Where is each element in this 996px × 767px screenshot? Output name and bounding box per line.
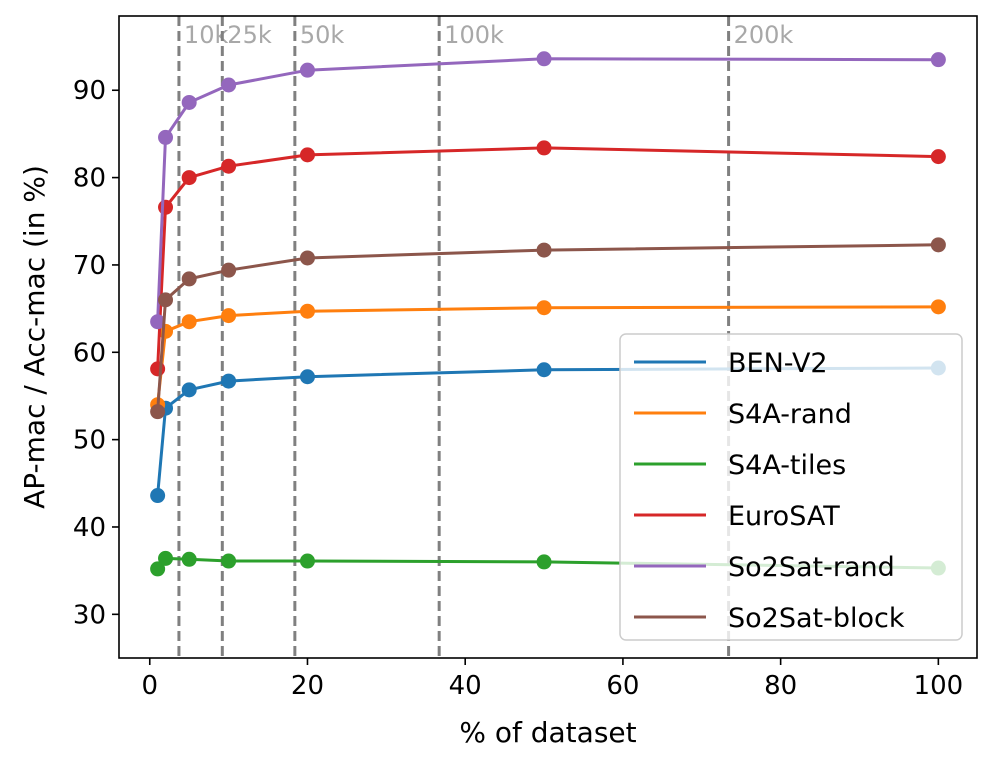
data-point-eurosat: [221, 158, 237, 174]
data-point-s4a-rand: [221, 308, 237, 324]
x-tick-label: 20: [291, 671, 324, 701]
x-tick-label: 0: [141, 671, 158, 701]
data-point-s4a-tiles: [181, 551, 197, 567]
data-point-so2sat-block: [150, 404, 166, 420]
y-tick-label: 30: [73, 600, 106, 630]
series-s4a-tiles: [150, 550, 946, 577]
x-tick-label: 100: [914, 671, 964, 701]
legend-label-s4a-tiles: S4A-tiles: [728, 450, 846, 481]
data-point-so2sat-rand: [930, 52, 946, 68]
data-point-so2sat-rand: [536, 51, 552, 67]
y-tick-label: 60: [73, 338, 106, 368]
legend-box: [619, 333, 963, 641]
plot-frame: [118, 15, 978, 659]
legend-label-eurosat: EuroSAT: [728, 501, 840, 532]
series-layer: [150, 51, 946, 577]
data-point-ben-v2: [221, 373, 237, 389]
data-point-s4a-rand: [299, 303, 315, 319]
data-point-s4a-rand: [536, 300, 552, 316]
data-point-eurosat: [181, 170, 197, 186]
data-point-eurosat: [299, 147, 315, 163]
x-tick-label: 80: [764, 671, 797, 701]
data-point-eurosat: [158, 199, 174, 215]
data-point-s4a-tiles: [221, 553, 237, 569]
y-tick-label: 90: [73, 76, 106, 106]
data-point-so2sat-rand: [150, 314, 166, 330]
legend-label-so2sat-rand: So2Sat-rand: [728, 552, 895, 583]
legend-label-ben-v2: BEN-V2: [728, 348, 828, 379]
data-point-so2sat-rand: [299, 62, 315, 78]
x-tick-label: 40: [449, 671, 482, 701]
data-point-ben-v2: [181, 382, 197, 398]
series-so2sat-block: [150, 237, 946, 420]
data-point-so2sat-block: [221, 262, 237, 278]
legend-label-s4a-rand: S4A-rand: [728, 399, 852, 430]
data-point-so2sat-rand: [158, 129, 174, 145]
y-tick-label: 40: [73, 513, 106, 543]
y-axis-label: AP-mac / Acc-mac (in %): [18, 165, 51, 509]
vertical-line-label-200k: 200k: [734, 21, 794, 49]
data-point-s4a-tiles: [158, 550, 174, 566]
data-point-s4a-tiles: [150, 561, 166, 577]
data-point-ben-v2: [536, 362, 552, 378]
data-point-ben-v2: [150, 488, 166, 504]
data-point-s4a-rand: [181, 314, 197, 330]
legend: BEN-V2 S4A-rand S4A-tiles EuroSAT So2Sat-ran…: [619, 333, 963, 641]
y-tick-label: 70: [73, 251, 106, 281]
x-axis-label: % of dataset: [459, 716, 636, 749]
vertical-line-label-25k: 25k: [227, 21, 272, 49]
data-point-eurosat: [150, 361, 166, 377]
data-point-s4a-tiles: [536, 554, 552, 570]
y-tick-label: 80: [73, 164, 106, 194]
data-point-eurosat: [930, 149, 946, 165]
data-point-ben-v2: [299, 369, 315, 385]
series-so2sat-rand: [150, 51, 946, 330]
data-point-so2sat-block: [299, 250, 315, 266]
data-point-so2sat-block: [158, 292, 174, 308]
data-point-s4a-tiles: [299, 553, 315, 569]
y-tick-label: 50: [73, 426, 106, 456]
data-point-so2sat-rand: [181, 94, 197, 110]
data-point-so2sat-rand: [221, 77, 237, 93]
data-point-so2sat-block: [536, 242, 552, 258]
x-axis: 0 20 40 60 80 100: [141, 658, 963, 701]
data-point-so2sat-block: [181, 271, 197, 287]
data-point-eurosat: [536, 140, 552, 156]
vertical-line-label-50k: 50k: [300, 21, 345, 49]
vertical-line-label-100k: 100k: [444, 21, 504, 49]
data-point-so2sat-block: [930, 237, 946, 253]
x-tick-label: 60: [606, 671, 639, 701]
y-axis: 30 40 50 60 70 80 90: [73, 76, 119, 630]
data-point-s4a-rand: [930, 299, 946, 315]
legend-label-so2sat-block: So2Sat-block: [728, 603, 905, 634]
